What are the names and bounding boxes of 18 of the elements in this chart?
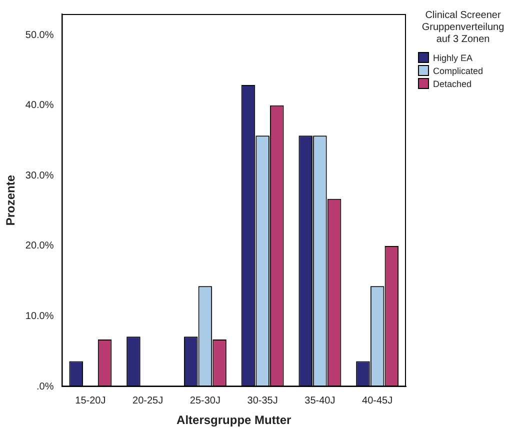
legend-label: Detached (433, 78, 472, 88)
legend-title: Clinical Screener Gruppenverteilung auf 3 Zonen (420, 10, 506, 46)
legend-label: Highly EA (433, 52, 473, 62)
y-tick-label: 40.0% (25, 100, 54, 112)
y-tick-label: 30.0% (25, 170, 54, 182)
x-tick-label: 20-25J (132, 395, 164, 406)
y-tick-label: 20.0% (25, 240, 54, 252)
legend-label: Complicated (433, 66, 484, 76)
y-tick-label: 10.0% (25, 311, 54, 322)
x-tick-label: 15-20J (75, 395, 106, 406)
x-tick-label: 30-35J (247, 395, 278, 406)
x-tick-label: 35-40J (304, 395, 336, 406)
y-tick-label: .0% (36, 381, 54, 392)
x-axis-title: Altersgruppe Mutter (176, 413, 292, 428)
y-axis-title: Prozente (4, 174, 18, 226)
x-tick-label: 25-30J (190, 395, 220, 406)
x-tick-label: 40-45J (362, 395, 393, 406)
y-tick-label: 50.0% (25, 30, 54, 41)
